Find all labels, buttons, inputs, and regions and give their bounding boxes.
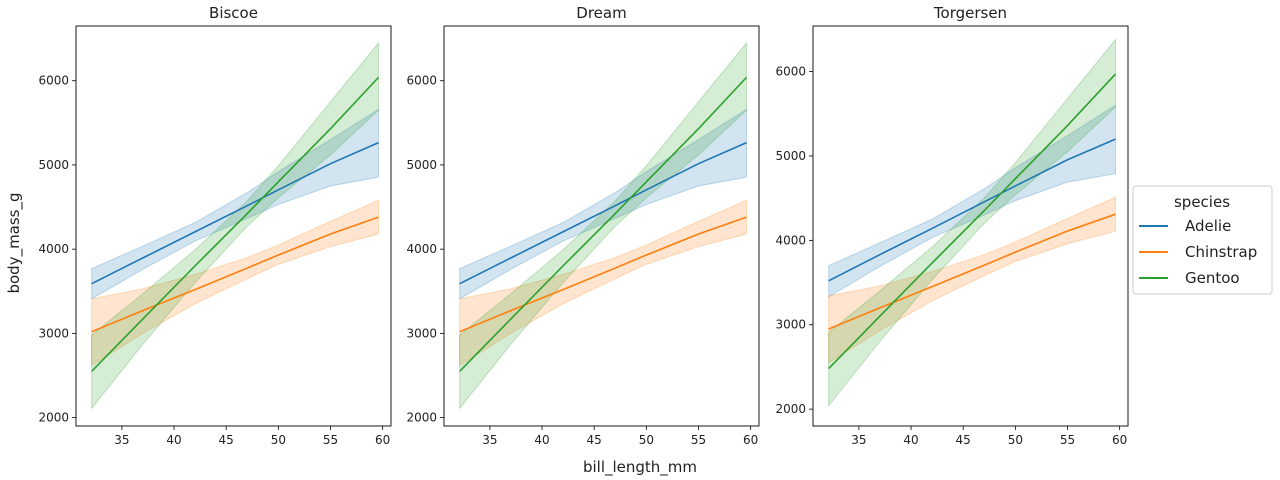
series-line-gentoo bbox=[828, 73, 1117, 370]
panel-dream: Dream 35 40 45 50 55 60 2000 3000 4000 5000 6000 bbox=[406, 4, 760, 447]
ci-band-chinstrap bbox=[828, 196, 1116, 364]
ci-band-adelie bbox=[828, 104, 1116, 298]
x-tick-label: 50 bbox=[271, 433, 286, 447]
x-tick-label: 35 bbox=[851, 433, 866, 447]
x-tick-label: 55 bbox=[691, 433, 706, 447]
x-tick-label: 45 bbox=[219, 433, 234, 447]
panel-title: Torgersen bbox=[933, 4, 1007, 22]
y-tick-label: 6000 bbox=[406, 74, 437, 88]
x-tick-label: 45 bbox=[587, 433, 602, 447]
legend-frame bbox=[1132, 185, 1273, 295]
series-line-chinstrap bbox=[828, 213, 1116, 330]
series-line-chinstrap bbox=[459, 216, 747, 333]
ci-band-chinstrap bbox=[459, 199, 747, 367]
ci-band-adelie bbox=[459, 108, 747, 300]
x-tick-label: 50 bbox=[1008, 433, 1023, 447]
x-tick-label: 60 bbox=[743, 433, 758, 447]
y-tick-label: 5000 bbox=[406, 158, 437, 172]
panel-torgersen: Torgersen 35 40 45 50 55 60 2000 3000 4000 5000 600… bbox=[775, 4, 1129, 447]
y-tick-label: 5000 bbox=[775, 149, 806, 163]
series-line-gentoo bbox=[459, 76, 748, 372]
legend-title: species bbox=[1174, 193, 1230, 211]
y-tick-label: 6000 bbox=[38, 74, 69, 88]
y-tick-label: 4000 bbox=[406, 242, 437, 256]
axes-frame bbox=[443, 25, 760, 427]
series-line-chinstrap bbox=[91, 216, 379, 333]
series-line-adelie bbox=[91, 141, 379, 285]
series-line-gentoo bbox=[91, 76, 380, 372]
legend-label-gentoo: Gentoo bbox=[1185, 269, 1240, 287]
y-tick-label: 6000 bbox=[775, 65, 806, 79]
x-tick-label: 45 bbox=[956, 433, 971, 447]
legend-label-adelie: Adelie bbox=[1185, 217, 1231, 235]
x-axis-label: bill_length_mm bbox=[583, 458, 697, 477]
y-axis-label: body_mass_g bbox=[5, 192, 24, 293]
y-tick-label: 3000 bbox=[38, 326, 69, 340]
panel-title: Biscoe bbox=[209, 4, 258, 22]
x-tick-label: 55 bbox=[1060, 433, 1075, 447]
y-tick-label: 2000 bbox=[775, 402, 806, 416]
axes-frame bbox=[812, 25, 1129, 427]
axes-frame bbox=[75, 25, 392, 427]
series-line-adelie bbox=[459, 141, 747, 285]
panel-title: Dream bbox=[576, 4, 626, 22]
y-tick-label: 4000 bbox=[38, 242, 69, 256]
x-tick-label: 50 bbox=[639, 433, 654, 447]
x-tick-label: 40 bbox=[903, 433, 918, 447]
panel-biscoe: Biscoe 35 40 45 50 55 60 2000 3000 4000 5000 6000 bbox=[38, 4, 392, 447]
y-tick-label: 2000 bbox=[406, 411, 437, 425]
y-tick-label: 2000 bbox=[38, 411, 69, 425]
x-tick-label: 55 bbox=[323, 433, 338, 447]
y-tick-label: 3000 bbox=[406, 326, 437, 340]
legend-label-chinstrap: Chinstrap bbox=[1185, 243, 1257, 261]
x-tick-label: 35 bbox=[114, 433, 129, 447]
x-tick-label: 40 bbox=[166, 433, 181, 447]
series-line-adelie bbox=[828, 138, 1116, 282]
y-tick-label: 5000 bbox=[38, 158, 69, 172]
x-tick-label: 40 bbox=[534, 433, 549, 447]
y-tick-label: 4000 bbox=[775, 233, 806, 247]
x-tick-label: 60 bbox=[375, 433, 390, 447]
legend: species Adelie Chinstrap Gentoo bbox=[1132, 185, 1273, 295]
ci-band-adelie bbox=[91, 108, 379, 300]
ci-band-chinstrap bbox=[91, 199, 379, 367]
y-tick-label: 3000 bbox=[775, 318, 806, 332]
x-tick-label: 60 bbox=[1112, 433, 1127, 447]
x-tick-label: 35 bbox=[482, 433, 497, 447]
